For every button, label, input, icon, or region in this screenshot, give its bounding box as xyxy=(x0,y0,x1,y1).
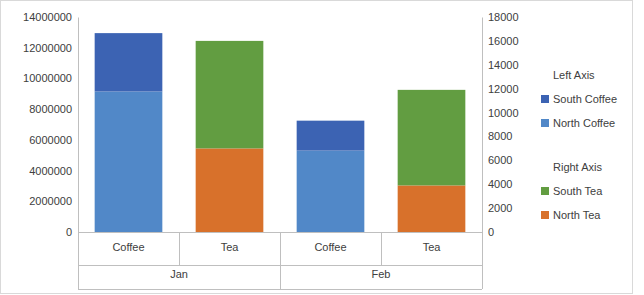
y-axis-tick: 8000000 xyxy=(29,103,78,115)
y2-axis-tick-label: 2000 xyxy=(488,202,512,214)
legend-swatch xyxy=(541,187,549,195)
y-axis-tick: 14000000 xyxy=(23,11,78,23)
y2-axis-tick: 8000 xyxy=(482,130,512,142)
x-axis-tick-label: Coffee xyxy=(112,241,144,253)
y-axis-tick-label: 8000000 xyxy=(29,103,72,115)
y2-axis-tick-label: 18000 xyxy=(488,11,519,23)
chart-frame xyxy=(1,1,633,294)
plot-area xyxy=(95,33,466,232)
y2-axis: 0 2000 4000 6000 8000 10000 12000 14000 16000 180… xyxy=(482,11,519,238)
y-axis-tick: 2000000 xyxy=(29,195,78,207)
y2-axis-tick: 14000 xyxy=(482,59,519,71)
y-axis: 0 2000000 4000000 6000000 8000000 10000000 120… xyxy=(23,11,78,238)
bar xyxy=(297,121,365,151)
y2-axis-tick: 10000 xyxy=(482,107,519,119)
legend-label: North Tea xyxy=(553,209,601,221)
separator xyxy=(78,289,482,290)
y-axis-tick: 6000000 xyxy=(29,134,78,146)
separator xyxy=(78,232,79,289)
y2-axis-tick: 6000 xyxy=(482,154,512,166)
y-axis-tick-label: 12000000 xyxy=(23,42,72,54)
bar xyxy=(297,151,365,232)
chart: 0 2000000 4000000 6000000 8000000 10000000 120… xyxy=(0,0,644,295)
bar xyxy=(196,41,264,149)
category-separators xyxy=(78,232,483,290)
x-axis-tick-label: Tea xyxy=(221,241,240,253)
y2-axis-tick-label: 4000 xyxy=(488,178,512,190)
separator xyxy=(381,232,382,265)
y-axis-tick-label: 0 xyxy=(66,226,72,238)
x-axis-tick-label: Coffee xyxy=(314,241,346,253)
y2-axis-tick-label: 8000 xyxy=(488,130,512,142)
y2-axis-tick: 18000 xyxy=(482,11,519,23)
x-axis-tick-label: Tea xyxy=(423,241,442,253)
y-axis-tick-label: 14000000 xyxy=(23,11,72,23)
y-axis-tick: 10000000 xyxy=(23,72,78,84)
legend: Left Axis South Coffee North Coffee Right A… xyxy=(541,69,617,221)
y2-axis-tick-label: 0 xyxy=(488,226,494,238)
y2-axis-tick: 16000 xyxy=(482,35,519,47)
y-axis-tick-label: 4000000 xyxy=(29,165,72,177)
x-axis-tick: Tea xyxy=(221,232,240,253)
y2-axis-tick: 0 xyxy=(482,226,494,238)
bar xyxy=(95,91,163,232)
y-axis-tick-label: 10000000 xyxy=(23,72,72,84)
separator xyxy=(280,232,281,289)
y-axis-tick-label: 2000000 xyxy=(29,195,72,207)
y2-axis-line xyxy=(482,18,483,233)
y2-axis-tick-label: 12000 xyxy=(488,83,519,95)
y-axis-tick: 4000000 xyxy=(29,165,78,177)
legend-label: South Tea xyxy=(553,185,603,197)
y2-axis-tick-label: 6000 xyxy=(488,154,512,166)
separator xyxy=(482,232,483,289)
legend-swatch xyxy=(541,211,549,219)
separator xyxy=(78,265,482,266)
separator xyxy=(179,232,180,265)
y2-axis-tick: 2000 xyxy=(482,202,512,214)
y2-axis-tick-label: 14000 xyxy=(488,59,519,71)
x-axis-tick: Coffee xyxy=(314,232,346,253)
legend-swatch xyxy=(541,95,549,103)
y-axis-tick: 12000000 xyxy=(23,42,78,54)
category-group-label: Feb xyxy=(372,268,391,280)
bar xyxy=(398,185,466,232)
y2-axis-tick-label: 16000 xyxy=(488,35,519,47)
legend-title: Left Axis xyxy=(553,69,595,81)
legend-swatch xyxy=(541,119,549,127)
category-group-label: Jan xyxy=(170,268,188,280)
bar xyxy=(398,90,466,186)
y-axis-tick-label: 6000000 xyxy=(29,134,72,146)
x-axis-tick: Coffee xyxy=(112,232,144,253)
y2-axis-tick: 4000 xyxy=(482,178,512,190)
x-axis-tick: Tea xyxy=(423,232,442,253)
y2-axis-tick: 12000 xyxy=(482,83,519,95)
legend-label: South Coffee xyxy=(553,93,617,105)
bar xyxy=(196,148,264,232)
y-axis-tick: 0 xyxy=(66,226,78,238)
legend-title: Right Axis xyxy=(553,161,602,173)
legend-label: North Coffee xyxy=(553,117,615,129)
bar xyxy=(95,33,163,91)
y-axis-line xyxy=(78,18,79,233)
y2-axis-tick-label: 10000 xyxy=(488,107,519,119)
